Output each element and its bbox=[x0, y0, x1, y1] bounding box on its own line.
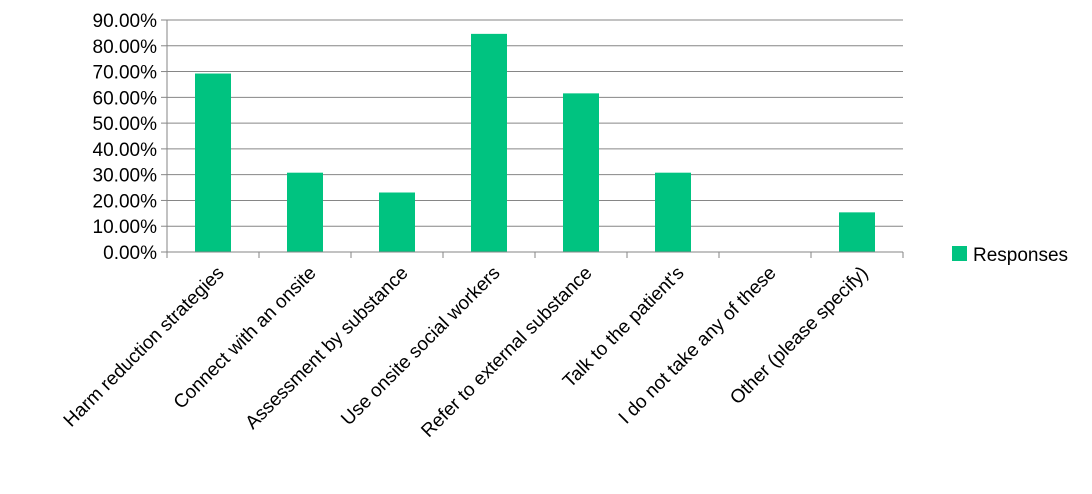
bars bbox=[195, 33, 875, 253]
axes bbox=[161, 19, 904, 258]
y-tick-labels: 0.00% 10.00% 20.00% 30.00% 40.00% 50.00% 60.00… bbox=[93, 11, 158, 264]
legend: Responses bbox=[952, 245, 1068, 266]
y-tick-label: 90.00% bbox=[93, 11, 158, 32]
y-tick-label: 10.00% bbox=[93, 217, 158, 238]
y-tick-label: 20.00% bbox=[93, 191, 158, 212]
gridlines bbox=[167, 19, 903, 227]
bar bbox=[655, 172, 691, 252]
bar bbox=[195, 73, 231, 253]
bar bbox=[379, 192, 415, 252]
x-tick-label: I do not take any of these bbox=[615, 263, 781, 429]
y-tick-label: 30.00% bbox=[93, 166, 158, 187]
x-tick-label: Harm reduction strategies bbox=[60, 263, 229, 432]
y-tick-label: 80.00% bbox=[93, 37, 158, 58]
legend-label-responses: Responses bbox=[973, 245, 1068, 266]
y-tick-label: 0.00% bbox=[103, 243, 157, 264]
bar bbox=[471, 33, 507, 253]
x-tick-label: Assessment by substance bbox=[242, 263, 413, 434]
legend-swatch bbox=[952, 246, 967, 261]
x-tick-label: Use onsite social workers bbox=[337, 263, 504, 430]
x-tick-label: Refer to external substance bbox=[417, 263, 596, 442]
bar bbox=[839, 212, 875, 252]
y-tick-label: 70.00% bbox=[93, 63, 158, 84]
bar bbox=[563, 93, 599, 252]
y-tick-label: 50.00% bbox=[93, 114, 158, 135]
bar bbox=[287, 172, 323, 252]
y-tick-label: 60.00% bbox=[93, 88, 158, 109]
y-tick-label: 40.00% bbox=[93, 140, 158, 161]
